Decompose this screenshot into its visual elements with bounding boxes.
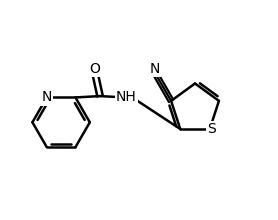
Text: N: N <box>42 90 52 104</box>
Text: O: O <box>90 62 101 76</box>
Text: N: N <box>150 62 160 76</box>
Text: NH: NH <box>116 90 136 104</box>
Text: S: S <box>207 122 215 136</box>
